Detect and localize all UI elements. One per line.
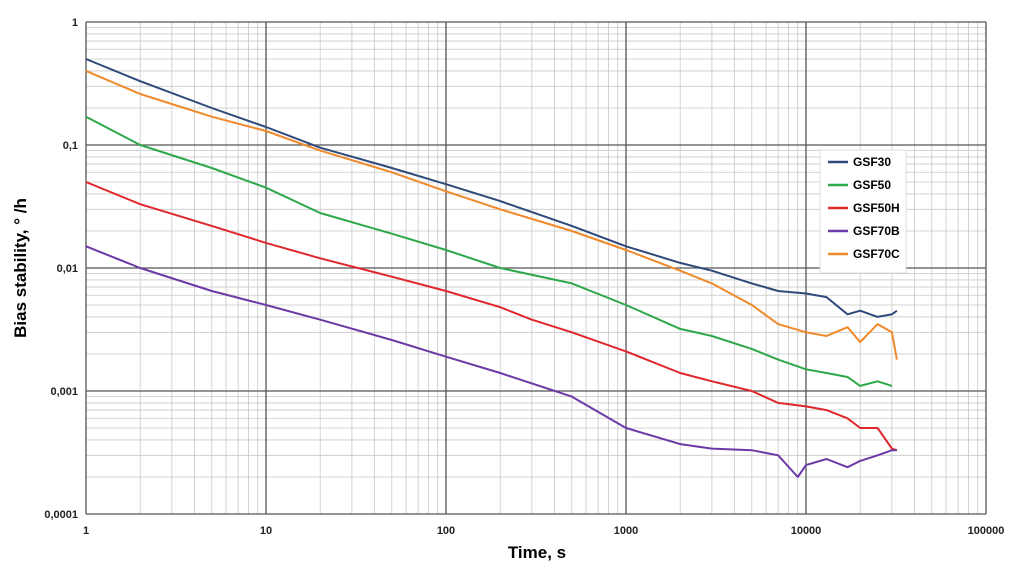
x-tick-label: 100000 <box>968 525 1005 537</box>
x-axis-title: Time, s <box>508 543 566 562</box>
legend-label: GSF70B <box>853 224 900 238</box>
legend-label: GSF50 <box>853 178 891 192</box>
y-axis-title: Bias stability, ° /h <box>11 198 30 338</box>
x-tick-label: 10000 <box>791 525 822 537</box>
legend-label: GSF70C <box>853 247 900 261</box>
legend-label: GSF50H <box>853 201 900 215</box>
x-tick-label: 100 <box>437 525 455 537</box>
y-tick-label: 0,01 <box>57 263 78 275</box>
series-line-gsf70c <box>85 69 898 360</box>
series-line-gsf50 <box>85 115 893 387</box>
legend-box <box>819 149 907 274</box>
grid <box>85 21 987 515</box>
series-line-gsf30 <box>85 58 898 318</box>
x-tick-label: 1000 <box>614 525 638 537</box>
y-tick-label: 0,001 <box>50 386 78 398</box>
legend-label: GSF30 <box>853 155 891 169</box>
x-tick-label: 1 <box>83 525 89 537</box>
x-tick-label: 10 <box>260 525 272 537</box>
y-tick-label: 1 <box>72 17 78 29</box>
series-line-gsf50h <box>85 181 898 452</box>
y-tick-label: 0,0001 <box>44 509 78 521</box>
tick-labels: 1 10 100 1000 10000 100000 0,0001 0,001 0,01 0,1 1 <box>44 17 1004 537</box>
series-line-gsf70b <box>85 245 897 478</box>
series-lines <box>85 58 898 478</box>
y-tick-label: 0,1 <box>63 140 78 152</box>
legend: GSF30 GSF50 GSF50H GSF70B GSF70C <box>819 149 907 274</box>
